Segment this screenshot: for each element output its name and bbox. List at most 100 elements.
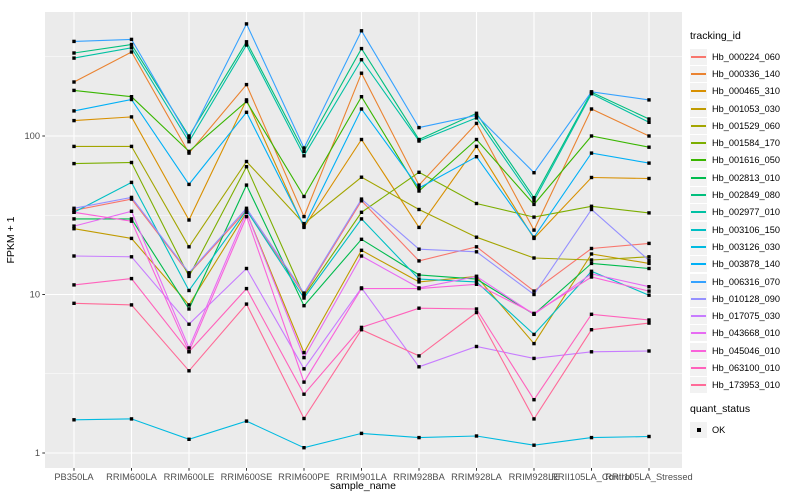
data-point: [589, 107, 594, 111]
data-point: [302, 416, 306, 421]
x-tick-label: RRII105LA_Control: [551, 472, 632, 482]
data-point: [474, 310, 479, 315]
data-point: [417, 365, 421, 369]
legend-item-label: Hb_003106_150: [712, 224, 780, 235]
data-point: [72, 283, 76, 287]
x-tick-label: RRIM928LA: [451, 472, 502, 482]
legend-item-label: Hb_017075_030: [712, 311, 780, 322]
data-point: [359, 217, 364, 221]
data-point: [72, 210, 76, 214]
legend-item-Hb_002813_010: Hb_002813_010: [690, 169, 800, 186]
data-point: [417, 207, 421, 212]
data-point: [244, 210, 249, 214]
data-point: [302, 149, 306, 154]
data-point: [129, 236, 134, 241]
data-point: [302, 296, 306, 300]
data-point: [417, 273, 421, 277]
data-point: [244, 43, 249, 47]
data-point: [359, 107, 364, 111]
y-tick-label: 100: [24, 131, 40, 141]
legend-item-label: Hb_000224_060: [712, 51, 780, 62]
data-point: [244, 40, 249, 44]
data-point: [244, 206, 249, 210]
data-point: [417, 183, 421, 187]
data-point: [589, 92, 594, 96]
data-point: [359, 137, 364, 142]
data-point: [129, 219, 134, 223]
data-point: [647, 293, 651, 297]
x-tick-label: RRIM600SE: [221, 472, 273, 482]
legend-item-Hb_006316_070: Hb_006316_070: [690, 273, 800, 290]
data-point: [589, 272, 594, 276]
legend-item-label: Hb_003878_140: [712, 259, 780, 270]
legend-item-Hb_043668_010: Hb_043668_010: [690, 325, 800, 342]
data-point: [359, 71, 364, 75]
legend-item-label: Hb_045046_010: [712, 345, 780, 356]
data-point: [532, 341, 536, 346]
data-point: [474, 116, 479, 120]
x-tick-label: RRII105LA_Stressed: [605, 472, 692, 482]
legend-item-Hb_001616_050: Hb_001616_050: [690, 152, 800, 169]
data-point: [647, 285, 651, 289]
data-point: [129, 217, 134, 221]
data-point: [244, 159, 249, 164]
data-point: [474, 144, 479, 149]
legend-key-line-icon: [690, 273, 707, 290]
legend-item-Hb_001584_170: Hb_001584_170: [690, 134, 800, 152]
data-point: [417, 277, 421, 281]
data-point: [647, 289, 651, 293]
data-point: [359, 58, 364, 62]
data-point: [244, 302, 249, 306]
data-point: [72, 51, 76, 55]
x-tick-label: RRIM901LA: [336, 472, 387, 482]
legend-key-line-icon: [690, 238, 707, 255]
data-point: [72, 206, 76, 210]
x-tick-label: RRIM928BA: [393, 472, 445, 482]
data-point: [589, 328, 594, 332]
data-point: [647, 120, 651, 124]
data-point: [532, 235, 536, 239]
data-point: [474, 235, 479, 239]
data-point: [72, 118, 76, 123]
x-tick-labels: PB350LA RRIM600LA RRIM600LE RRIM600SE RRIM60…: [54, 472, 692, 482]
data-point: [474, 201, 479, 206]
data-point: [417, 354, 421, 358]
legend-item-Hb_000224_060: Hb_000224_060: [690, 48, 800, 65]
data-point: [187, 136, 191, 140]
legend-item-Hb_000336_140: Hb_000336_140: [690, 65, 800, 82]
data-point: [187, 149, 191, 154]
data-point: [417, 306, 421, 310]
data-point: [647, 134, 651, 138]
data-point: [417, 225, 421, 230]
legend-item-Hb_002849_080: Hb_002849_080: [690, 186, 800, 204]
legend-key-line-icon: [690, 169, 707, 186]
data-point: [129, 144, 134, 149]
data-point: [72, 80, 76, 84]
legend-key-line-icon: [690, 117, 707, 134]
data-point: [474, 137, 479, 142]
legend-title-tracking-id: tracking_id: [690, 30, 741, 42]
data-point: [532, 196, 536, 200]
data-point: [187, 346, 191, 350]
x-tick-label: RRIM600PE: [278, 472, 330, 482]
data-point: [417, 435, 421, 440]
data-points: [72, 22, 651, 450]
data-point: [647, 211, 651, 215]
data-point: [187, 288, 191, 293]
data-point: [359, 328, 364, 332]
data-point: [72, 301, 76, 305]
data-point: [187, 245, 191, 249]
data-point: [302, 291, 306, 295]
legend: tracking_id Hb_000224_060 Hb_000336_140 Hb…: [690, 30, 800, 438]
legend-item-label: Hb_001529_060: [712, 120, 780, 131]
data-point: [129, 97, 134, 102]
data-point: [589, 151, 594, 155]
data-point: [302, 446, 306, 450]
data-point: [647, 349, 651, 353]
legend-item-quant-ok: OK: [690, 421, 800, 438]
data-point: [302, 224, 306, 228]
data-point: [647, 145, 651, 149]
data-point: [647, 255, 651, 259]
data-point: [302, 146, 306, 150]
